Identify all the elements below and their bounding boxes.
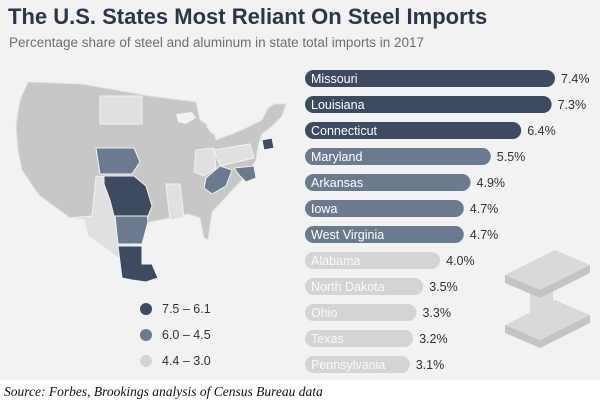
bar-value-label: 3.2% xyxy=(419,332,448,346)
bar-category-label: Louisiana xyxy=(311,98,365,112)
bar-value-label: 3.5% xyxy=(429,280,458,294)
bar-category-label: Missouri xyxy=(311,72,358,86)
state-west-virginia xyxy=(203,165,233,195)
bar-north-dakota xyxy=(305,278,424,295)
bar-category-label: Arkansas xyxy=(311,176,363,190)
bar-texas xyxy=(305,330,414,347)
chart-subtitle: Percentage share of steel and aluminum i… xyxy=(9,35,424,50)
bar-connecticut xyxy=(305,122,522,139)
legend-swatch xyxy=(140,355,152,367)
legend-label: 7.5 – 6.1 xyxy=(162,302,211,316)
bar-value-label: 3.1% xyxy=(416,358,445,372)
bar-alabama xyxy=(305,252,441,269)
chart-title: The U.S. States Most Reliant On Steel Im… xyxy=(8,4,488,29)
bar-arkansas xyxy=(305,174,471,191)
bar-missouri xyxy=(305,70,555,87)
bar-category-label: North Dakota xyxy=(311,280,385,294)
legend-label: 4.4 – 3.0 xyxy=(162,354,211,368)
state-north-dakota xyxy=(99,95,143,125)
bar-chart: Missouri 7.4% Louisiana 7.3% Connecticut 6.4%… xyxy=(305,70,590,373)
bar-value-label: 4.7% xyxy=(470,202,499,216)
us-map xyxy=(15,81,287,283)
steel-beam-icon xyxy=(505,250,590,348)
state-ohio xyxy=(193,147,217,177)
state-maryland xyxy=(233,165,257,183)
legend-swatch xyxy=(140,329,152,341)
state-connecticut xyxy=(261,137,275,151)
bar-category-label: Maryland xyxy=(311,150,362,164)
bar-maryland xyxy=(305,148,491,165)
legend-swatch xyxy=(140,303,152,315)
bar-category-label: Connecticut xyxy=(311,124,378,138)
legend-item: 6.0 – 4.5 xyxy=(140,322,211,348)
bar-ohio xyxy=(305,304,417,321)
legend-label: 6.0 – 4.5 xyxy=(162,328,211,342)
bar-value-label: 7.4% xyxy=(561,72,590,86)
state-alabama xyxy=(165,183,185,221)
legend: 7.5 – 6.1 6.0 – 4.5 4.4 – 3.0 xyxy=(140,296,211,374)
great-lakes xyxy=(176,112,222,134)
state-missouri xyxy=(103,175,153,217)
bar-iowa xyxy=(305,200,464,217)
bar-west-virginia xyxy=(305,226,464,243)
bar-pennsylvania xyxy=(305,356,410,373)
bar-value-label: 5.5% xyxy=(497,150,525,164)
bar-value-label: 7.3% xyxy=(558,98,587,112)
state-iowa xyxy=(95,147,141,175)
source-note: Source: Forbes, Brookings analysis of Ce… xyxy=(4,384,323,399)
legend-item: 7.5 – 6.1 xyxy=(140,296,211,322)
bar-category-label: Alabama xyxy=(311,254,360,268)
bar-value-label: 6.4% xyxy=(527,124,556,138)
bar-category-label: West Virginia xyxy=(311,228,384,242)
bar-value-label: 4.0% xyxy=(446,254,475,268)
state-pennsylvania xyxy=(213,143,255,167)
legend-item: 4.4 – 3.0 xyxy=(140,348,211,374)
bar-category-label: Texas xyxy=(311,332,344,346)
bar-value-label: 4.7% xyxy=(470,228,499,242)
bar-category-label: Iowa xyxy=(311,202,337,216)
state-louisiana xyxy=(117,245,159,283)
bar-value-label: 4.9% xyxy=(477,176,506,190)
bar-value-label: 3.3% xyxy=(422,306,451,320)
bar-category-label: Pennsylvania xyxy=(311,358,385,372)
bar-category-label: Ohio xyxy=(311,306,337,320)
bar-louisiana xyxy=(305,96,552,113)
